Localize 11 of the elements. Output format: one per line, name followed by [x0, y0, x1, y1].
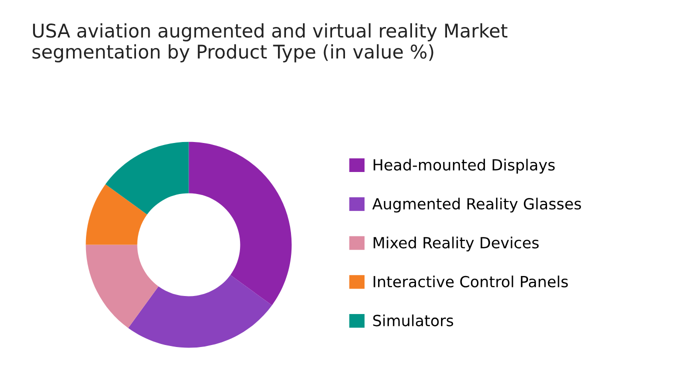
donut-slice — [128, 275, 272, 348]
donut-slice — [188, 142, 292, 306]
legend-label: Mixed Reality Devices — [374, 236, 539, 252]
chart-title: USA aviation augmented and virtual reality Market segmentation by Product Type (in value %) — [32, 23, 508, 62]
legend-label: Augmented Reality Glasses — [372, 198, 581, 213]
donut-slice — [105, 142, 189, 215]
legend-label: Simulators — [373, 314, 454, 326]
donut-slice — [86, 244, 158, 328]
donut-slice — [86, 184, 148, 245]
legend-label: Interactive Control Panels — [374, 276, 568, 288]
legend-label: Head-mounted Displays — [374, 158, 555, 174]
